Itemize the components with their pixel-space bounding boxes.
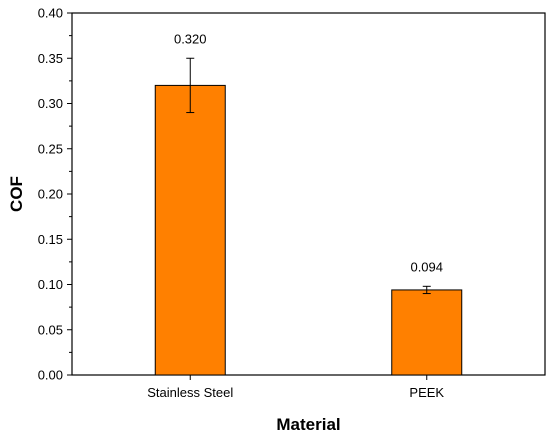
y-axis-title: COF — [7, 176, 26, 212]
bars — [154, 84, 463, 376]
y-tick-label: 0.00 — [38, 368, 63, 383]
x-axis-ticks: Stainless Steel PEEK — [147, 375, 444, 400]
x-tick-label: Stainless Steel — [147, 385, 233, 400]
bar — [154, 84, 226, 376]
y-tick-label: 0.05 — [38, 322, 63, 337]
data-label: 0.094 — [410, 259, 443, 274]
y-axis-ticks: 0.00 0.05 0.10 0.15 0.20 0.25 0.30 0.35 0.40 — [38, 6, 72, 383]
y-tick-label: 0.20 — [38, 187, 63, 202]
plot-frame — [71, 12, 546, 376]
y-tick-label: 0.15 — [38, 232, 63, 247]
y-tick-label: 0.25 — [38, 141, 63, 156]
bar — [391, 289, 463, 376]
y-tick-label: 0.40 — [38, 6, 63, 21]
y-tick-label: 0.35 — [38, 51, 63, 66]
y-tick-label: 0.10 — [38, 277, 63, 292]
x-axis-title: Material — [276, 415, 340, 434]
error-bars — [186, 57, 431, 295]
y-tick-label: 0.30 — [38, 96, 63, 111]
data-labels: 0.320 0.094 — [174, 31, 443, 274]
data-label: 0.320 — [174, 31, 207, 46]
plot-border — [71, 12, 546, 376]
x-tick-label: PEEK — [409, 385, 444, 400]
